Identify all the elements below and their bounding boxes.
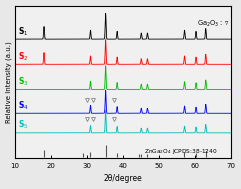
Text: S$_4$: S$_4$	[18, 99, 28, 112]
Text: S$_2$: S$_2$	[18, 50, 28, 63]
Text: Ga$_2$O$_3$ : $\triangledown$: Ga$_2$O$_3$ : $\triangledown$	[197, 19, 229, 29]
X-axis label: 2θ/degree: 2θ/degree	[104, 174, 142, 184]
Y-axis label: Relative Intensity (a.u.): Relative Intensity (a.u.)	[6, 41, 12, 123]
Text: S$_3$: S$_3$	[18, 76, 28, 88]
Text: S$_5$: S$_5$	[18, 119, 28, 132]
Text: S$_1$: S$_1$	[18, 25, 28, 38]
Text: ZnGa$_2$O$_4$ JCPDS:38-1240: ZnGa$_2$O$_4$ JCPDS:38-1240	[144, 147, 217, 156]
